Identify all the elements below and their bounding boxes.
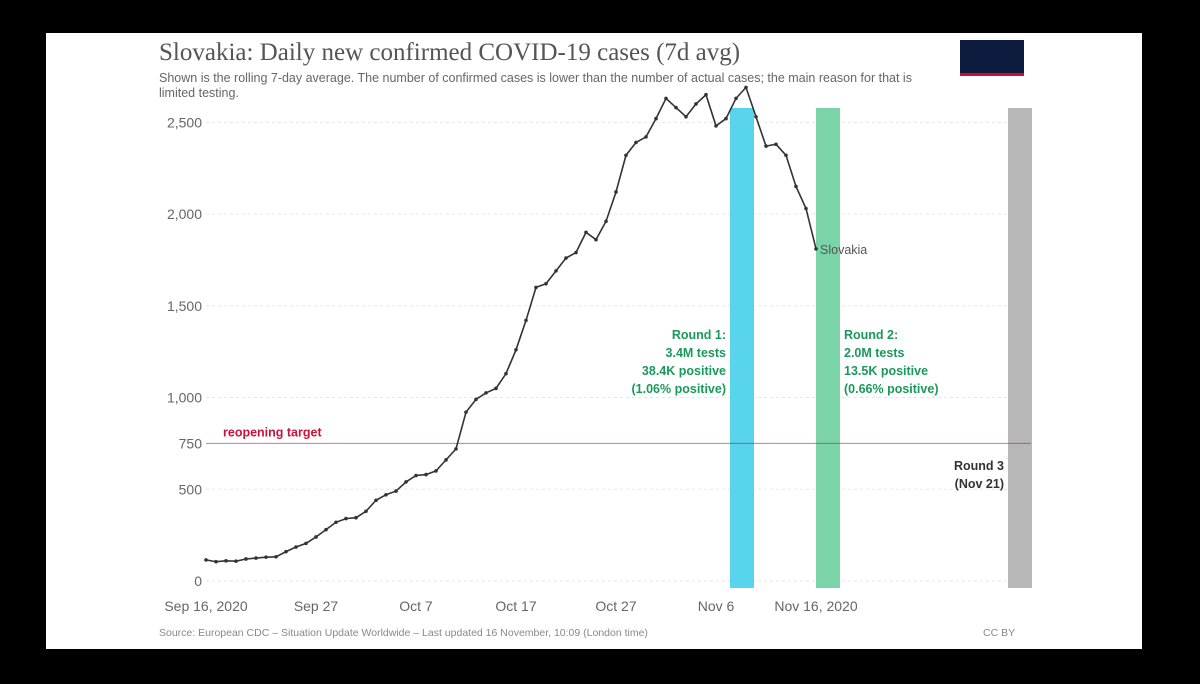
data-point	[764, 144, 768, 148]
data-point	[594, 237, 598, 242]
data-point	[694, 102, 698, 106]
data-point	[814, 247, 818, 251]
data-point	[224, 559, 228, 563]
round-3-annotation: (Nov 21)	[955, 477, 1004, 491]
data-point	[244, 557, 248, 561]
data-point	[454, 447, 458, 451]
data-point	[654, 116, 658, 121]
slovakia-flag-icon	[960, 40, 1024, 76]
data-point	[624, 153, 628, 158]
source-note: Source: European CDC – Situation Update …	[159, 627, 648, 639]
round-1-annotation: 3.4M tests	[666, 346, 726, 360]
data-point	[714, 124, 718, 128]
data-point	[234, 559, 238, 563]
y-tick-label: 2,000	[167, 206, 202, 222]
data-point	[424, 472, 428, 477]
data-point	[794, 184, 798, 189]
data-point	[804, 206, 808, 211]
x-tick-label: Nov 6	[698, 598, 735, 614]
data-point	[204, 558, 208, 562]
data-point	[604, 219, 608, 224]
chart-subtitle: Shown is the rolling 7-day average. The …	[159, 71, 912, 100]
y-tick-label: 2,500	[167, 114, 202, 130]
x-tick-label: Sep 16, 2020	[164, 598, 248, 614]
data-point	[324, 527, 328, 532]
data-point	[754, 114, 758, 119]
data-point	[534, 285, 538, 290]
data-point	[414, 473, 418, 478]
data-point	[294, 545, 298, 549]
round-2-annotation: Round 2:	[844, 328, 898, 342]
data-point	[704, 92, 708, 97]
data-point	[684, 114, 688, 119]
line-chart: reopening target 0 500 750 1,000 1,500 2,000 2,…	[164, 85, 1032, 614]
data-point	[664, 96, 668, 101]
data-point	[494, 386, 498, 391]
data-point	[674, 105, 678, 110]
data-point	[744, 85, 748, 90]
chart-title: Slovakia: Daily new confirmed COVID-19 c…	[159, 39, 741, 66]
data-point	[634, 140, 638, 145]
data-point	[384, 492, 388, 497]
y-tick-label: 1,000	[167, 390, 202, 406]
round-2-annotation: 13.5K positive	[844, 364, 928, 378]
data-point	[484, 391, 488, 395]
round-3-annotation: Round 3	[954, 459, 1004, 473]
x-tick-label: Nov 16, 2020	[774, 598, 857, 614]
data-point	[214, 559, 218, 564]
data-point	[434, 469, 438, 473]
data-point	[374, 498, 378, 503]
round-1-band	[730, 108, 754, 588]
license-note: CC BY	[983, 627, 1016, 639]
data-point	[314, 535, 318, 539]
x-tick-label: Oct 7	[399, 598, 433, 614]
x-tick-label: Sep 27	[294, 598, 339, 614]
round-2-annotation: 2.0M tests	[844, 346, 904, 360]
data-point	[544, 281, 548, 286]
data-point	[644, 135, 648, 139]
y-tick-label: 1,500	[167, 298, 202, 314]
round-3-band	[1008, 108, 1032, 588]
data-point	[364, 509, 368, 514]
data-point	[514, 347, 518, 352]
data-point	[784, 153, 788, 158]
round-2-band	[816, 108, 840, 588]
x-tick-label: Oct 17	[495, 598, 536, 614]
chart-frame: Slovakia: Daily new confirmed COVID-19 c…	[46, 33, 1142, 649]
data-point	[444, 458, 448, 462]
data-point	[264, 555, 268, 559]
data-point	[304, 541, 308, 546]
data-point	[394, 489, 398, 493]
data-point	[254, 556, 258, 560]
data-point	[464, 410, 468, 414]
data-point	[404, 480, 408, 484]
data-point	[284, 549, 288, 554]
y-tick-label: 500	[179, 481, 203, 497]
data-point	[354, 515, 358, 520]
y-tick-label: 750	[179, 435, 203, 451]
y-tick-label: 0	[194, 573, 202, 589]
data-point	[334, 520, 338, 525]
data-point	[504, 371, 508, 376]
data-point	[774, 142, 778, 147]
data-point	[344, 516, 348, 521]
data-point	[564, 256, 568, 260]
data-point	[274, 554, 278, 559]
series-end-label: Slovakia	[820, 243, 867, 257]
data-point	[474, 397, 478, 402]
slovakia-series-line	[205, 85, 817, 563]
round-1-annotation: 38.4K positive	[642, 364, 726, 378]
data-point	[614, 190, 618, 194]
data-point	[584, 230, 588, 235]
reopening-target-label: reopening target	[223, 425, 322, 439]
data-point	[724, 116, 728, 121]
data-point	[574, 250, 578, 255]
round-1-annotation: Round 1:	[672, 328, 726, 342]
x-tick-label: Oct 27	[595, 598, 636, 614]
round-2-annotation: (0.66% positive)	[844, 382, 938, 396]
data-point	[554, 269, 558, 273]
data-point	[734, 96, 738, 101]
round-1-annotation: (1.06% positive)	[632, 382, 726, 396]
data-point	[524, 318, 528, 323]
